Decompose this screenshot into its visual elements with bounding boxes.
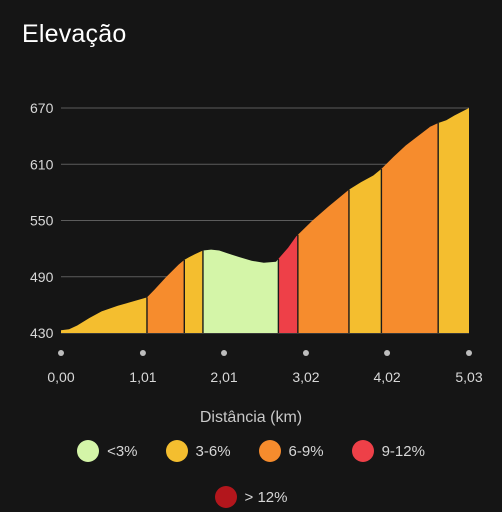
x-tick-dot bbox=[58, 350, 64, 356]
x-tick-dot bbox=[384, 350, 391, 356]
grade-segment bbox=[297, 189, 349, 333]
legend-color-dot bbox=[214, 486, 237, 508]
legend-item: 9-12% bbox=[351, 440, 425, 462]
legend-label: > 12% bbox=[244, 488, 288, 506]
grade-legend: <3% 3-6% 6-9% 9-12% > 12% bbox=[0, 440, 502, 508]
y-tick-label: 490 bbox=[30, 269, 54, 285]
x-tick-label: 2,01 bbox=[210, 369, 237, 385]
legend-label: <3% bbox=[107, 442, 138, 460]
legend-item: > 12% bbox=[214, 486, 288, 508]
x-tick-dot bbox=[221, 350, 228, 356]
x-tick-dot bbox=[139, 350, 146, 356]
chart-title: Elevação bbox=[22, 20, 127, 48]
x-tick-dot bbox=[302, 350, 309, 356]
legend-item: 6-9% bbox=[258, 440, 324, 462]
legend-label: 3-6% bbox=[195, 442, 231, 460]
legend-label: 9-12% bbox=[381, 442, 425, 460]
grade-segment bbox=[381, 123, 439, 333]
legend-color-dot bbox=[77, 440, 100, 462]
x-axis-label: Distância (km) bbox=[199, 409, 303, 426]
legend-label: 6-9% bbox=[288, 442, 324, 460]
grade-segment bbox=[61, 297, 147, 333]
grade-segment bbox=[202, 249, 279, 333]
legend-color-dot bbox=[351, 440, 374, 462]
x-tick-label: 5,03 bbox=[455, 369, 482, 385]
y-tick-label: 610 bbox=[30, 156, 54, 172]
x-tick-label: 1,01 bbox=[129, 369, 156, 385]
x-tick-dot bbox=[466, 350, 472, 356]
legend-color-dot bbox=[258, 440, 281, 462]
grade-segment bbox=[184, 250, 203, 333]
x-tick-label: 3,02 bbox=[292, 369, 319, 385]
legend-item: <3% bbox=[77, 440, 138, 462]
legend-color-dot bbox=[165, 440, 188, 462]
grade-segment bbox=[438, 108, 469, 333]
grade-segment bbox=[278, 234, 298, 333]
x-tick-label: 0,00 bbox=[47, 369, 74, 385]
grade-segment bbox=[348, 168, 382, 333]
y-tick-label: 670 bbox=[30, 100, 54, 116]
y-tick-label: 550 bbox=[30, 213, 54, 229]
y-tick-label: 430 bbox=[30, 325, 54, 341]
legend-item: 3-6% bbox=[165, 440, 231, 462]
grade-segment bbox=[146, 259, 185, 333]
elevation-chart: 430 490 550 610 670 0,00 1,01 2,01 3,02 4,02 5,03 bbox=[30, 100, 483, 385]
x-tick-label: 4,02 bbox=[373, 369, 400, 385]
